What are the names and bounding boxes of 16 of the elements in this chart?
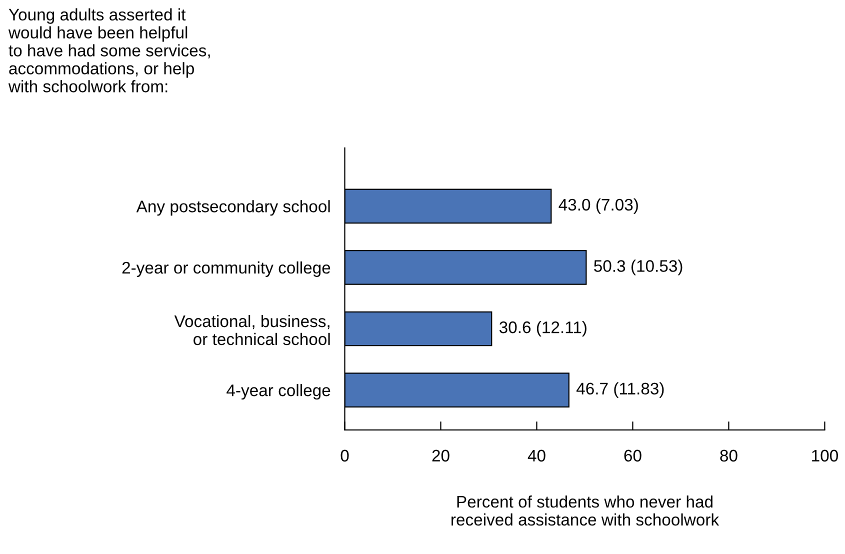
y-tick-label: Vocational, business, or technical school bbox=[174, 314, 330, 346]
x-axis-title: Percent of students who never had received assistance with schoolwork bbox=[452, 495, 720, 526]
x-tick-label: 20 bbox=[432, 450, 450, 462]
y-tick-label: Any postsecondary school bbox=[136, 200, 330, 216]
data-label: 30.6 (12.11) bbox=[499, 320, 586, 337]
y-tick-label: 2-year or community college bbox=[122, 261, 330, 277]
x-tick-label: 40 bbox=[528, 450, 546, 462]
data-label: 50.3 (10.53) bbox=[594, 260, 682, 276]
x-tick-label: 0 bbox=[340, 450, 349, 462]
text: Young adults asserted it would have been helpful to have had some services, accommodations, or help with schoolwork from: bbox=[8, 8, 210, 92]
y-tick-label: 4-year college bbox=[226, 384, 330, 400]
data-label: 46.7 (11.83) bbox=[576, 382, 664, 398]
x-tick-label: 60 bbox=[624, 450, 642, 462]
data-label: 43.0 (7.03) bbox=[558, 198, 638, 214]
x-tick-label: 80 bbox=[720, 450, 738, 462]
x-tick-label: 100 bbox=[812, 450, 838, 462]
